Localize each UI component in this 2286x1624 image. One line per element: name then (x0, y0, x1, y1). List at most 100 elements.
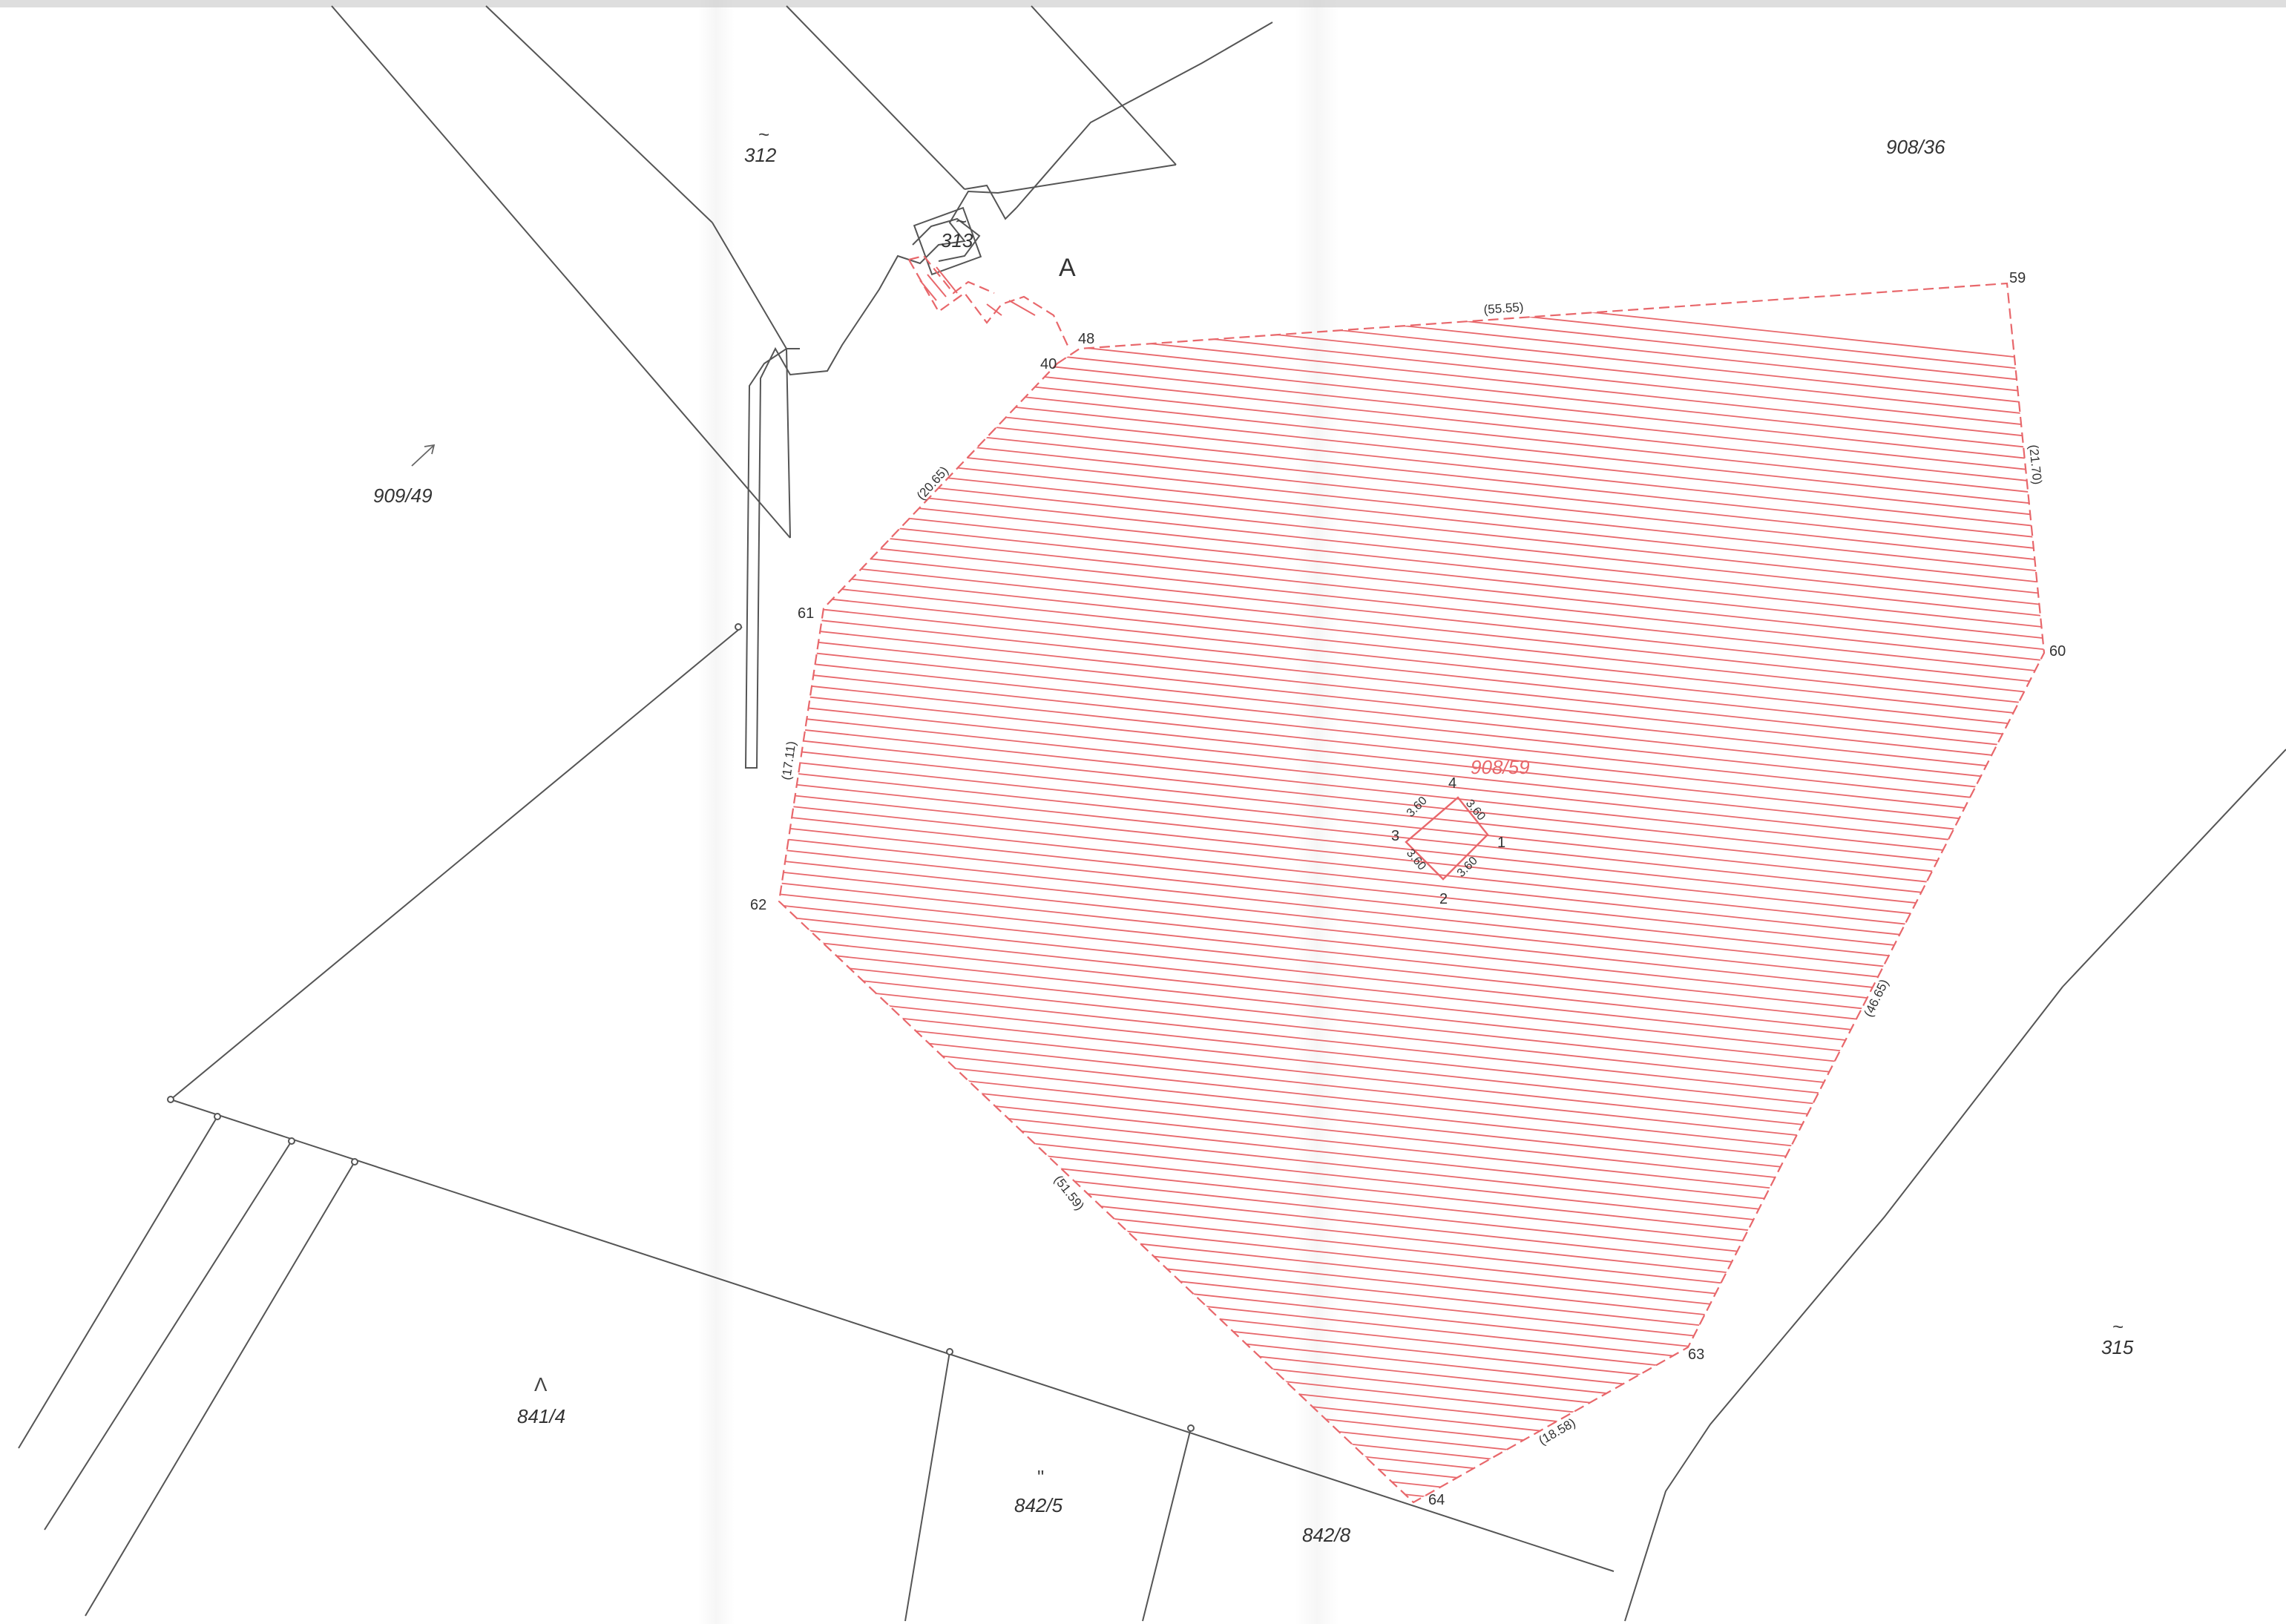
hatch-line (779, 600, 2044, 743)
hatch-line (779, 456, 2044, 598)
hatch-line (779, 1335, 2044, 1477)
hatch-line (779, 1145, 2044, 1288)
parcel-label-842-5: 842/5 (1014, 1494, 1063, 1516)
hatch-line (779, 444, 2044, 587)
hatch-line (779, 489, 2044, 631)
hatch-line (779, 867, 2044, 1010)
hatch-line (779, 344, 2044, 487)
hatch-line (779, 283, 2044, 387)
boundary-lines (18, 5, 2286, 1622)
paper-top-shadow (0, 0, 2286, 7)
hatch-line (779, 823, 2044, 965)
hatch-line (779, 1045, 2044, 1188)
vertex-48: 48 (1078, 331, 1094, 347)
distance-59-60: (21.70) (2026, 444, 2045, 485)
hatch-line (779, 283, 2044, 375)
vertex-62: 62 (750, 897, 766, 913)
hatch-line (779, 1068, 2044, 1210)
distance-40-61: (20.65) (914, 464, 951, 503)
hatch-line (779, 711, 2044, 854)
hatch-line (779, 634, 2044, 776)
hatch-line (779, 1134, 2044, 1277)
hatch-line (779, 1223, 2044, 1366)
hatch-line (779, 956, 2044, 1099)
hatch-line (779, 1446, 2044, 1502)
parcel-label-313: 313 (941, 229, 973, 252)
vertex-2: 2 (1439, 891, 1448, 907)
building-313 (913, 206, 982, 276)
hatch-line (779, 1101, 2044, 1243)
hatch-line (779, 289, 2044, 431)
hatch-line (779, 311, 2044, 453)
hatch-line (779, 1457, 2044, 1502)
hatch-line (779, 589, 2044, 732)
symbol-315: ~ (2112, 1315, 2124, 1338)
distance-48-59: (55.55) (1483, 300, 1524, 317)
hatch-line (742, 1502, 2078, 1624)
hatch-line (779, 1257, 2044, 1399)
hatch-line (779, 878, 2044, 1021)
hatch-line (779, 723, 2044, 865)
hatch-line (779, 1157, 2044, 1299)
hatch-line (779, 333, 2044, 476)
hatch-line (779, 678, 2044, 821)
vertex-63: 63 (1688, 1347, 1704, 1363)
hatch-line (779, 283, 2044, 409)
symbol-313: ~ (956, 210, 967, 232)
hatch-line (779, 1190, 2044, 1332)
hatch-line (779, 1001, 2044, 1143)
hatch-line (779, 567, 2044, 709)
parcel-label-842-8: 842/8 (1302, 1524, 1351, 1546)
hatch-line (779, 1235, 2044, 1377)
hatch-line (779, 1435, 2044, 1502)
hatch-line (779, 1424, 2044, 1502)
hatch-line (779, 1390, 2044, 1502)
hatch-line (779, 812, 2044, 954)
hatch-line (779, 734, 2044, 876)
parcel-label-841-4: 841/4 (517, 1405, 565, 1427)
hatch-line (779, 1413, 2044, 1502)
parcel-label-312: 312 (744, 144, 777, 166)
hatch-line (779, 545, 2044, 687)
arrow-909-49 (411, 444, 436, 467)
vertex-61: 61 (798, 605, 814, 622)
hatch-line (779, 890, 2044, 1032)
hatch-line (779, 1312, 2044, 1455)
parcel-label-908-36: 908/36 (1886, 136, 1945, 158)
hatch-line (779, 556, 2044, 698)
symbol-841-4: Λ (534, 1373, 548, 1395)
hatch-line (779, 622, 2044, 765)
hatch-line (779, 901, 2044, 1043)
hatch-line (779, 834, 2044, 976)
paper-fold-right (1295, 0, 1339, 1624)
hatch-line (779, 645, 2044, 787)
parcel-label-315: 315 (2101, 1336, 2134, 1358)
hatch-line (779, 1112, 2044, 1255)
vertex-4: 4 (1448, 775, 1456, 792)
hatch-line (742, 1536, 2078, 1624)
vertex-59: 59 (2009, 270, 2026, 286)
hatch-line (779, 778, 2044, 921)
hatch-line (779, 283, 2044, 398)
hatch-line (779, 745, 2044, 887)
hatch-line (779, 1168, 2044, 1310)
vertex-40: 40 (1040, 356, 1057, 372)
hatch-line (779, 801, 2044, 943)
hatch-line (779, 667, 2044, 809)
paper-fold-left (697, 0, 735, 1624)
hatch-line (742, 1547, 2078, 1624)
hatch-line (742, 1525, 2078, 1624)
hatch-line (779, 1490, 2044, 1502)
parcel-908-59-outline (778, 282, 2046, 1504)
hatch-line (779, 1368, 2044, 1502)
hatch-line (779, 500, 2044, 642)
hatch-line (779, 1023, 2044, 1166)
hatch-line (779, 1346, 2044, 1488)
hatch-line (779, 756, 2044, 898)
hatched-parcel-area (742, 283, 2078, 1624)
distance-61-62: (17.11) (779, 740, 798, 781)
hatch-line (779, 656, 2044, 798)
hatch-line (779, 522, 2044, 665)
hatch-line (779, 1357, 2044, 1499)
